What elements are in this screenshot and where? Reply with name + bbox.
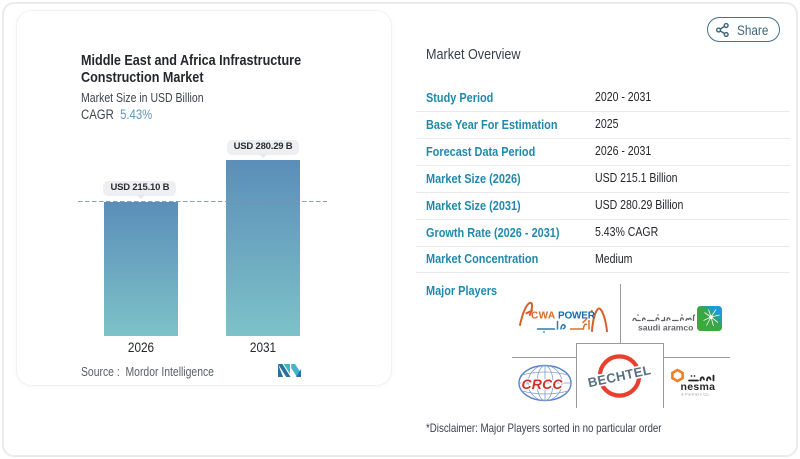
svg-text:saudi aramco: saudi aramco [638,323,693,333]
svg-text:POWER: POWER [558,310,596,321]
svg-text:CRCC: CRCC [522,376,564,392]
svg-text:BECHTEL: BECHTEL [586,362,652,390]
svg-text:.....: ..... [704,392,710,397]
svg-text:& Partners Co: & Partners Co [681,392,709,397]
svg-text:CWA: CWA [531,310,556,321]
svg-text:nesma: nesma [681,381,716,393]
